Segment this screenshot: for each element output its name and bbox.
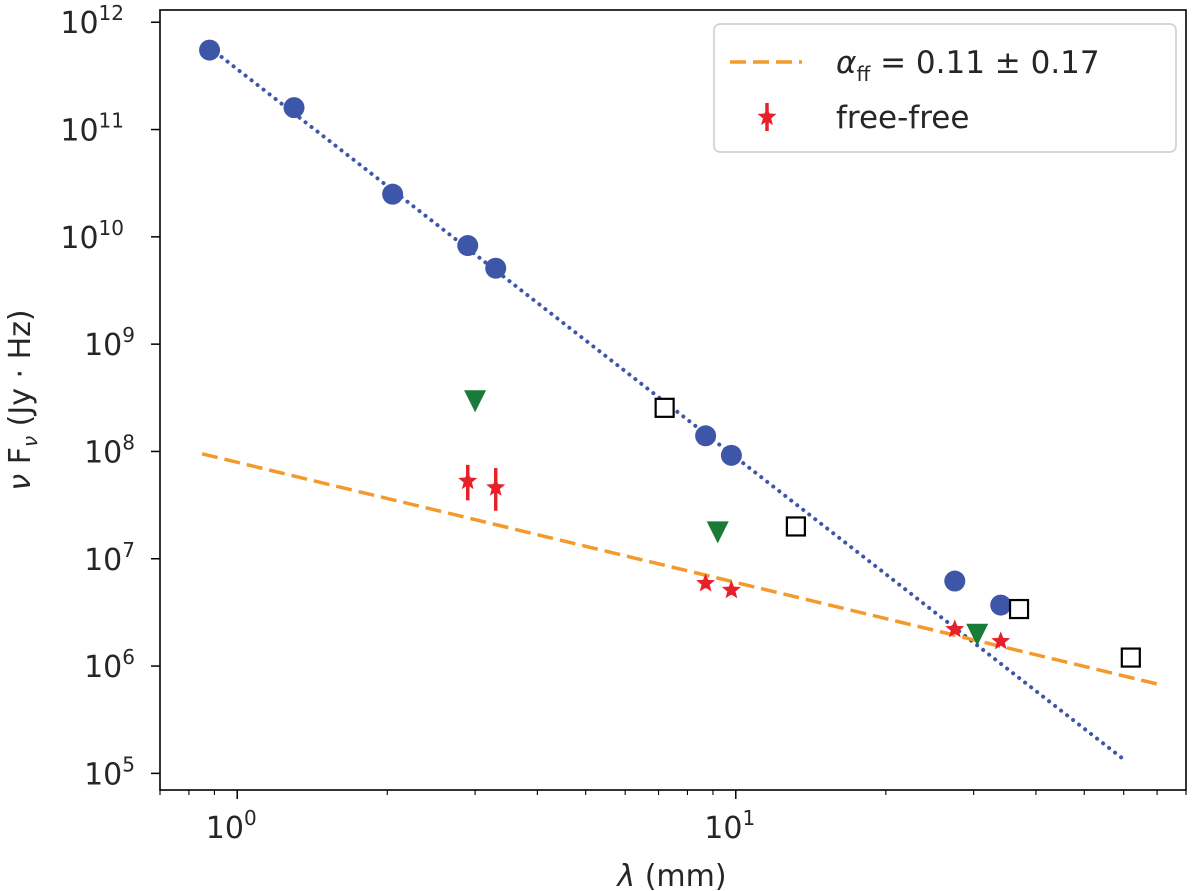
legend: αff = 0.11 ± 0.17 free-free xyxy=(713,23,1177,153)
other-data-point-2 xyxy=(1008,598,1030,620)
legend-box xyxy=(713,23,1177,153)
upper-limits-point-2 xyxy=(966,623,989,646)
x-tick-label-1: 101 xyxy=(704,806,755,846)
total-flux-point-6 xyxy=(720,444,742,466)
y-tick-label-7: 1012 xyxy=(60,1,124,41)
plot-frame xyxy=(159,9,1187,791)
total-flux-point-2 xyxy=(382,183,404,205)
axes: 100 101 105 106 107 108 109 1010 1011 1012 xyxy=(60,1,1187,846)
legend-label-freefree: free-free xyxy=(836,100,969,136)
x-tick-label-0: 100 xyxy=(206,806,257,846)
other-data-point-0 xyxy=(654,397,675,418)
other-data-point-3 xyxy=(1120,647,1141,668)
x-axis-label: λ (mm) xyxy=(615,859,726,891)
free-free-point-0 xyxy=(458,471,478,490)
upper-limits-point-1 xyxy=(706,521,729,544)
y-tick-label-2: 107 xyxy=(84,538,135,578)
y-tick-label-4: 109 xyxy=(84,323,135,363)
total-flux-point-3 xyxy=(457,235,479,257)
upper-limits-point-0 xyxy=(464,390,487,413)
legend-swatch-star xyxy=(757,107,777,126)
total-flux-point-0 xyxy=(199,39,221,61)
total-flux-point-7 xyxy=(944,570,966,592)
axis-labels: λ (mm) ν Fν (Jy · Hz) xyxy=(3,309,727,891)
y-tick-label-1: 106 xyxy=(84,645,135,685)
y-tick-label-3: 108 xyxy=(84,430,135,470)
total-flux-point-1 xyxy=(283,97,305,119)
free-free-point-1 xyxy=(486,477,506,496)
y-tick-label-6: 1011 xyxy=(60,109,124,149)
total-flux-point-4 xyxy=(485,257,507,279)
y-axis-label: ν Fν (Jy · Hz) xyxy=(3,309,42,490)
y-tick-label-5: 1010 xyxy=(60,216,124,256)
free-free-point-3 xyxy=(721,580,741,599)
total-flux-point-8 xyxy=(990,594,1012,616)
other-data-point-1 xyxy=(785,516,806,537)
y-tick-label-0: 105 xyxy=(84,752,135,792)
free-free-point-2 xyxy=(696,573,716,592)
free-free-point-4 xyxy=(945,619,965,638)
free-free-point-5 xyxy=(991,631,1011,650)
data-points xyxy=(199,39,1141,668)
total-flux-point-5 xyxy=(695,425,717,447)
free-free-fit-line xyxy=(201,452,1164,688)
legend-label-fit: αff = 0.11 ± 0.17 xyxy=(836,45,1100,86)
